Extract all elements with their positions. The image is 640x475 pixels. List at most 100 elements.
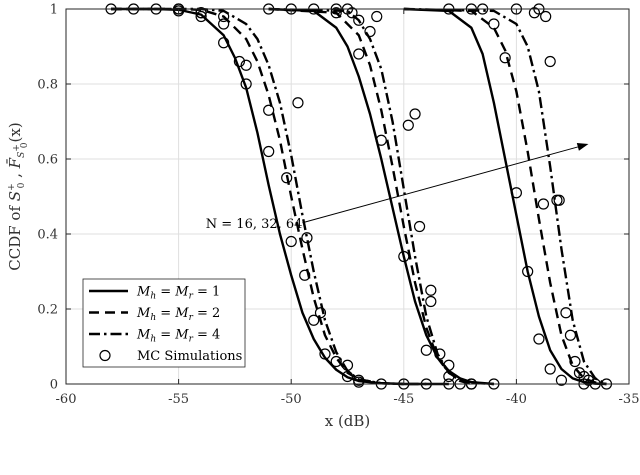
legend-item-1: Mh = Mr = 1 xyxy=(89,285,220,302)
y-label-fbar-sub: S xyxy=(17,152,27,158)
y-axis-label: CCDF of S+0 , F̄S+0(x) xyxy=(6,122,30,270)
mc-simulation-marker xyxy=(413,220,426,233)
y-label-fbar-sub-sub: 0 xyxy=(20,142,30,148)
mc-simulation-marker xyxy=(398,250,410,263)
legend-marker xyxy=(99,349,111,362)
annotation-arrow-line xyxy=(302,146,578,224)
mc-simulation-marker xyxy=(233,55,246,68)
x-tick-label: -40 xyxy=(506,392,527,407)
x-tick-label: -60 xyxy=(56,392,77,407)
mc-simulation-marker xyxy=(263,104,275,116)
mc-simulation-marker xyxy=(510,187,523,199)
mc-simulation-marker xyxy=(281,172,293,184)
series-3-curve-N32 xyxy=(268,7,472,386)
y-label-sep: , xyxy=(6,168,24,182)
mc-simulation-marker xyxy=(341,359,354,371)
y-label-s-sub: 0 xyxy=(17,182,27,188)
y-label-arg: (x) xyxy=(6,122,24,142)
mc-simulation-marker xyxy=(409,108,421,120)
mc-simulation-marker xyxy=(555,374,568,386)
series-2-curve-N64 xyxy=(403,7,607,386)
x-tick-label: -50 xyxy=(281,392,302,407)
mc-simulation-marker xyxy=(371,10,383,23)
mc-simulation-marker xyxy=(540,10,552,23)
mc-simulation-marker xyxy=(499,52,511,64)
mc-simulation-marker xyxy=(420,344,432,356)
y-tick-label: 0.4 xyxy=(37,228,58,243)
mc-simulation-marker xyxy=(425,284,437,296)
x-tick-label: -45 xyxy=(393,392,414,407)
mc-simulation-marker xyxy=(195,7,207,19)
annotation: N = 16, 32, 64 xyxy=(206,143,589,232)
mc-simulation-marker xyxy=(301,232,313,244)
legend: Mh = Mr = 1 Mh = Mr = 2 Mh = Mr = 4 MC Simu… xyxy=(82,278,246,368)
mc-simulation-marker xyxy=(285,235,297,248)
legend-item-2: Mh = Mr = 2 xyxy=(89,306,220,323)
plot-frame xyxy=(65,8,630,385)
legend-label: MC Simulations xyxy=(137,349,242,364)
mc-simulation-marker xyxy=(573,367,586,379)
mc-simulation-marker xyxy=(582,374,595,386)
y-tick-label: 0.2 xyxy=(37,303,58,318)
mc-simulation-marker xyxy=(560,307,572,319)
legend-box xyxy=(82,278,246,368)
mc-simulation-marker xyxy=(488,18,500,30)
mc-simulation-marker xyxy=(528,7,541,19)
mc-simulation-marker xyxy=(218,10,230,23)
mc-simulation-marker xyxy=(218,18,230,30)
mc-simulation-marker xyxy=(308,314,320,326)
mc-simulation-marker xyxy=(299,269,311,281)
annotation-arrow-head xyxy=(576,143,589,151)
mc-simulation-marker xyxy=(195,10,207,23)
mc-simulation-marker xyxy=(544,55,556,68)
y-tick-label: 1 xyxy=(50,3,58,18)
y-label-fbar: F̄ xyxy=(6,157,24,169)
mc-simulation-marker xyxy=(533,333,545,345)
series-3-curve-N16 xyxy=(111,7,404,386)
series-1-curve-N64 xyxy=(403,7,607,386)
mc-simulation-marker xyxy=(443,359,455,371)
legend-label: Mh = Mr = 2 xyxy=(136,306,220,323)
y-tick-label: 0.6 xyxy=(37,153,58,168)
legend-item-4: MC Simulations xyxy=(99,349,242,364)
y-label-prefix: CCDF of xyxy=(6,201,24,271)
annotation-text: N = 16, 32, 64 xyxy=(206,217,303,232)
mc-simulation-marker xyxy=(375,134,387,146)
mc-simulation-marker xyxy=(551,194,563,206)
mc-simulation-marker xyxy=(353,48,365,60)
y-label-s: S xyxy=(6,191,24,201)
x-tick-label: -55 xyxy=(168,392,189,407)
legend-label: Mh = Mr = 4 xyxy=(136,328,220,345)
mc-simulation-marker xyxy=(544,363,556,375)
mc-simulation-marker xyxy=(330,355,342,368)
y-label-fbar-sub-sup: + xyxy=(12,144,22,152)
mc-simulation-marker xyxy=(319,348,331,360)
series-2-curve-N32 xyxy=(268,7,494,386)
mc-simulation-marker xyxy=(522,265,534,278)
legend-items: Mh = Mr = 1 Mh = Mr = 2 Mh = Mr = 4 MC Simu… xyxy=(89,285,242,364)
mc-simulation-marker xyxy=(425,295,437,308)
mc-simulation-marker xyxy=(314,307,327,319)
ticks: -60 -55 -50 -45 -40 -35 0 0.2 0.4 0.6 0.8 1 xyxy=(37,3,639,408)
y-label-s-sup: + xyxy=(7,183,17,191)
mc-simulation-marker xyxy=(240,78,252,90)
mc-simulation-marker xyxy=(240,59,252,71)
mc-simulation-marker xyxy=(569,355,581,368)
y-tick-label: 0 xyxy=(50,378,58,393)
legend-item-3: Mh = Mr = 4 xyxy=(89,328,220,345)
mc-simulation-marker xyxy=(353,376,365,388)
mc-simulation-marker xyxy=(341,370,354,383)
series-3-curve-N64 xyxy=(403,7,608,386)
mc-simulation-marker xyxy=(353,14,365,26)
mc-simulation-marker xyxy=(553,194,565,206)
curves xyxy=(111,7,608,386)
mc-simulation-marker xyxy=(346,7,358,19)
y-tick-label: 0.8 xyxy=(37,78,58,93)
mc-simulation-marker xyxy=(218,37,230,49)
mc-simulation-marker xyxy=(263,145,275,158)
mc-simulation-marker xyxy=(330,7,342,19)
series-1-curve-N32 xyxy=(268,7,494,386)
mc-simulation-marker xyxy=(402,119,414,131)
mc-simulation-marker xyxy=(443,370,455,383)
